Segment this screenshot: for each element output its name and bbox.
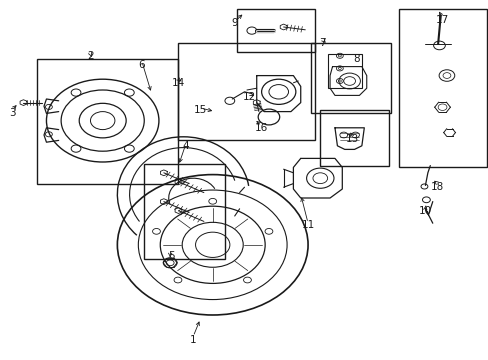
Bar xyxy=(237,9,315,52)
Text: 2: 2 xyxy=(87,51,94,61)
Text: 16: 16 xyxy=(254,123,268,133)
Bar xyxy=(37,59,178,184)
Text: 17: 17 xyxy=(435,15,448,25)
Text: 5: 5 xyxy=(167,251,174,261)
Text: 10: 10 xyxy=(418,206,431,216)
Bar xyxy=(310,43,390,113)
Bar xyxy=(327,54,361,88)
Text: 3: 3 xyxy=(9,108,16,118)
Bar xyxy=(320,110,388,166)
Text: 14: 14 xyxy=(171,78,185,88)
Bar xyxy=(398,9,486,167)
Text: 12: 12 xyxy=(242,92,256,102)
Bar xyxy=(144,164,224,259)
Text: 18: 18 xyxy=(430,182,444,192)
Text: 7: 7 xyxy=(319,38,325,48)
Text: 6: 6 xyxy=(138,60,145,70)
Text: 11: 11 xyxy=(301,220,314,230)
Text: 13: 13 xyxy=(345,134,358,144)
Text: 9: 9 xyxy=(231,18,238,28)
Text: 15: 15 xyxy=(193,105,207,115)
Bar xyxy=(178,43,315,140)
Text: 8: 8 xyxy=(353,54,360,64)
Text: 4: 4 xyxy=(182,141,189,151)
Text: 1: 1 xyxy=(189,335,196,345)
